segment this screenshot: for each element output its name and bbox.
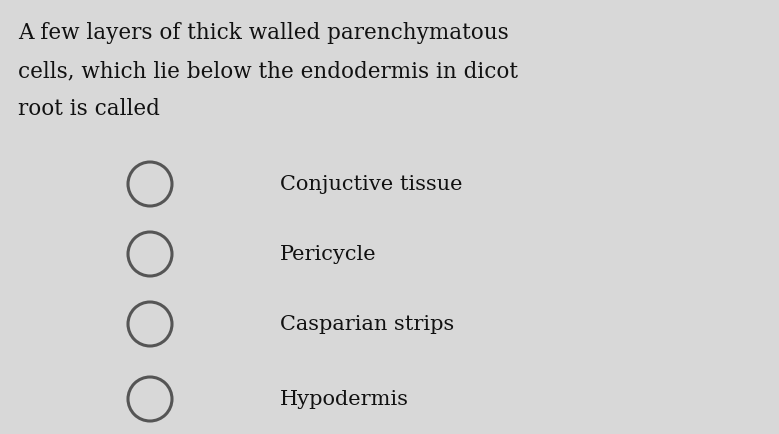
Circle shape [128,302,172,346]
Circle shape [128,233,172,276]
Text: cells, which lie below the endodermis in dicot: cells, which lie below the endodermis in… [18,60,518,82]
Text: Casparian strips: Casparian strips [280,315,454,334]
Text: Hypodermis: Hypodermis [280,390,409,408]
Circle shape [128,163,172,207]
Circle shape [128,377,172,421]
Text: A few layers of thick walled parenchymatous: A few layers of thick walled parenchymat… [18,22,509,44]
Text: root is called: root is called [18,98,160,120]
Text: Conjuctive tissue: Conjuctive tissue [280,175,463,194]
Text: Pericycle: Pericycle [280,245,376,264]
